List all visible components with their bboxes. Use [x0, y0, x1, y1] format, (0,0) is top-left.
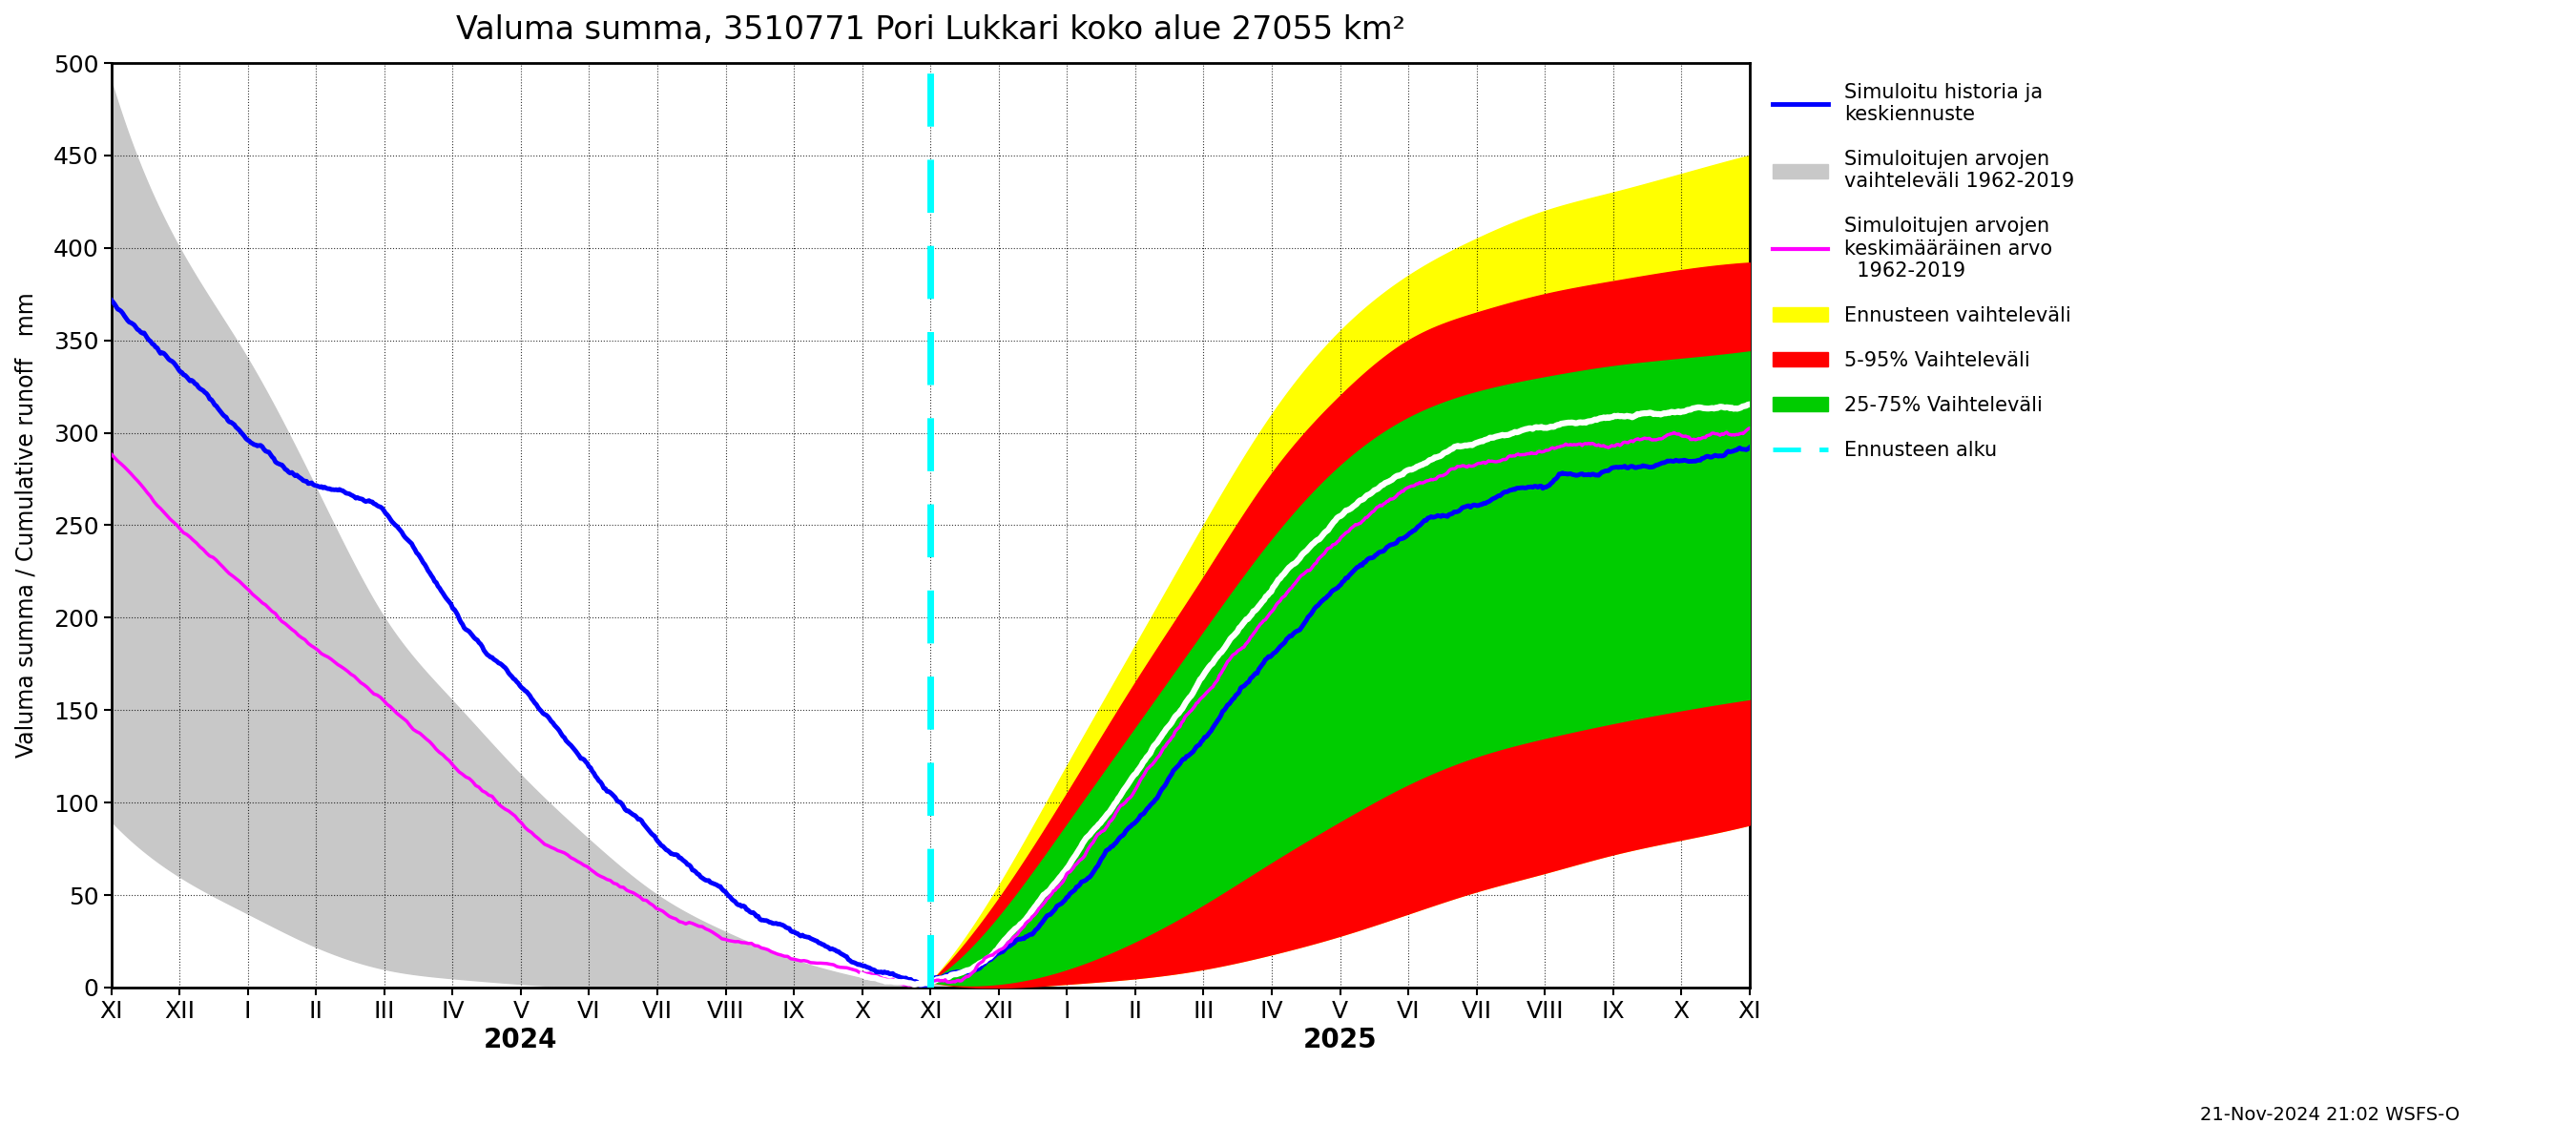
Text: 2025: 2025 [1303, 1027, 1378, 1053]
Text: 2024: 2024 [484, 1027, 559, 1053]
Text: 21-Nov-2024 21:02 WSFS-O: 21-Nov-2024 21:02 WSFS-O [2200, 1106, 2460, 1123]
Title: Valuma summa, 3510771 Pori Lukkari koko alue 27055 km²: Valuma summa, 3510771 Pori Lukkari koko … [456, 14, 1404, 46]
Legend: Simuloitu historia ja
keskiennuste, Simuloitujen arvojen
vaihteleväli 1962-2019,: Simuloitu historia ja keskiennuste, Simu… [1762, 73, 2084, 469]
Y-axis label: Valuma summa / Cumulative runoff   mm: Valuma summa / Cumulative runoff mm [15, 292, 36, 758]
